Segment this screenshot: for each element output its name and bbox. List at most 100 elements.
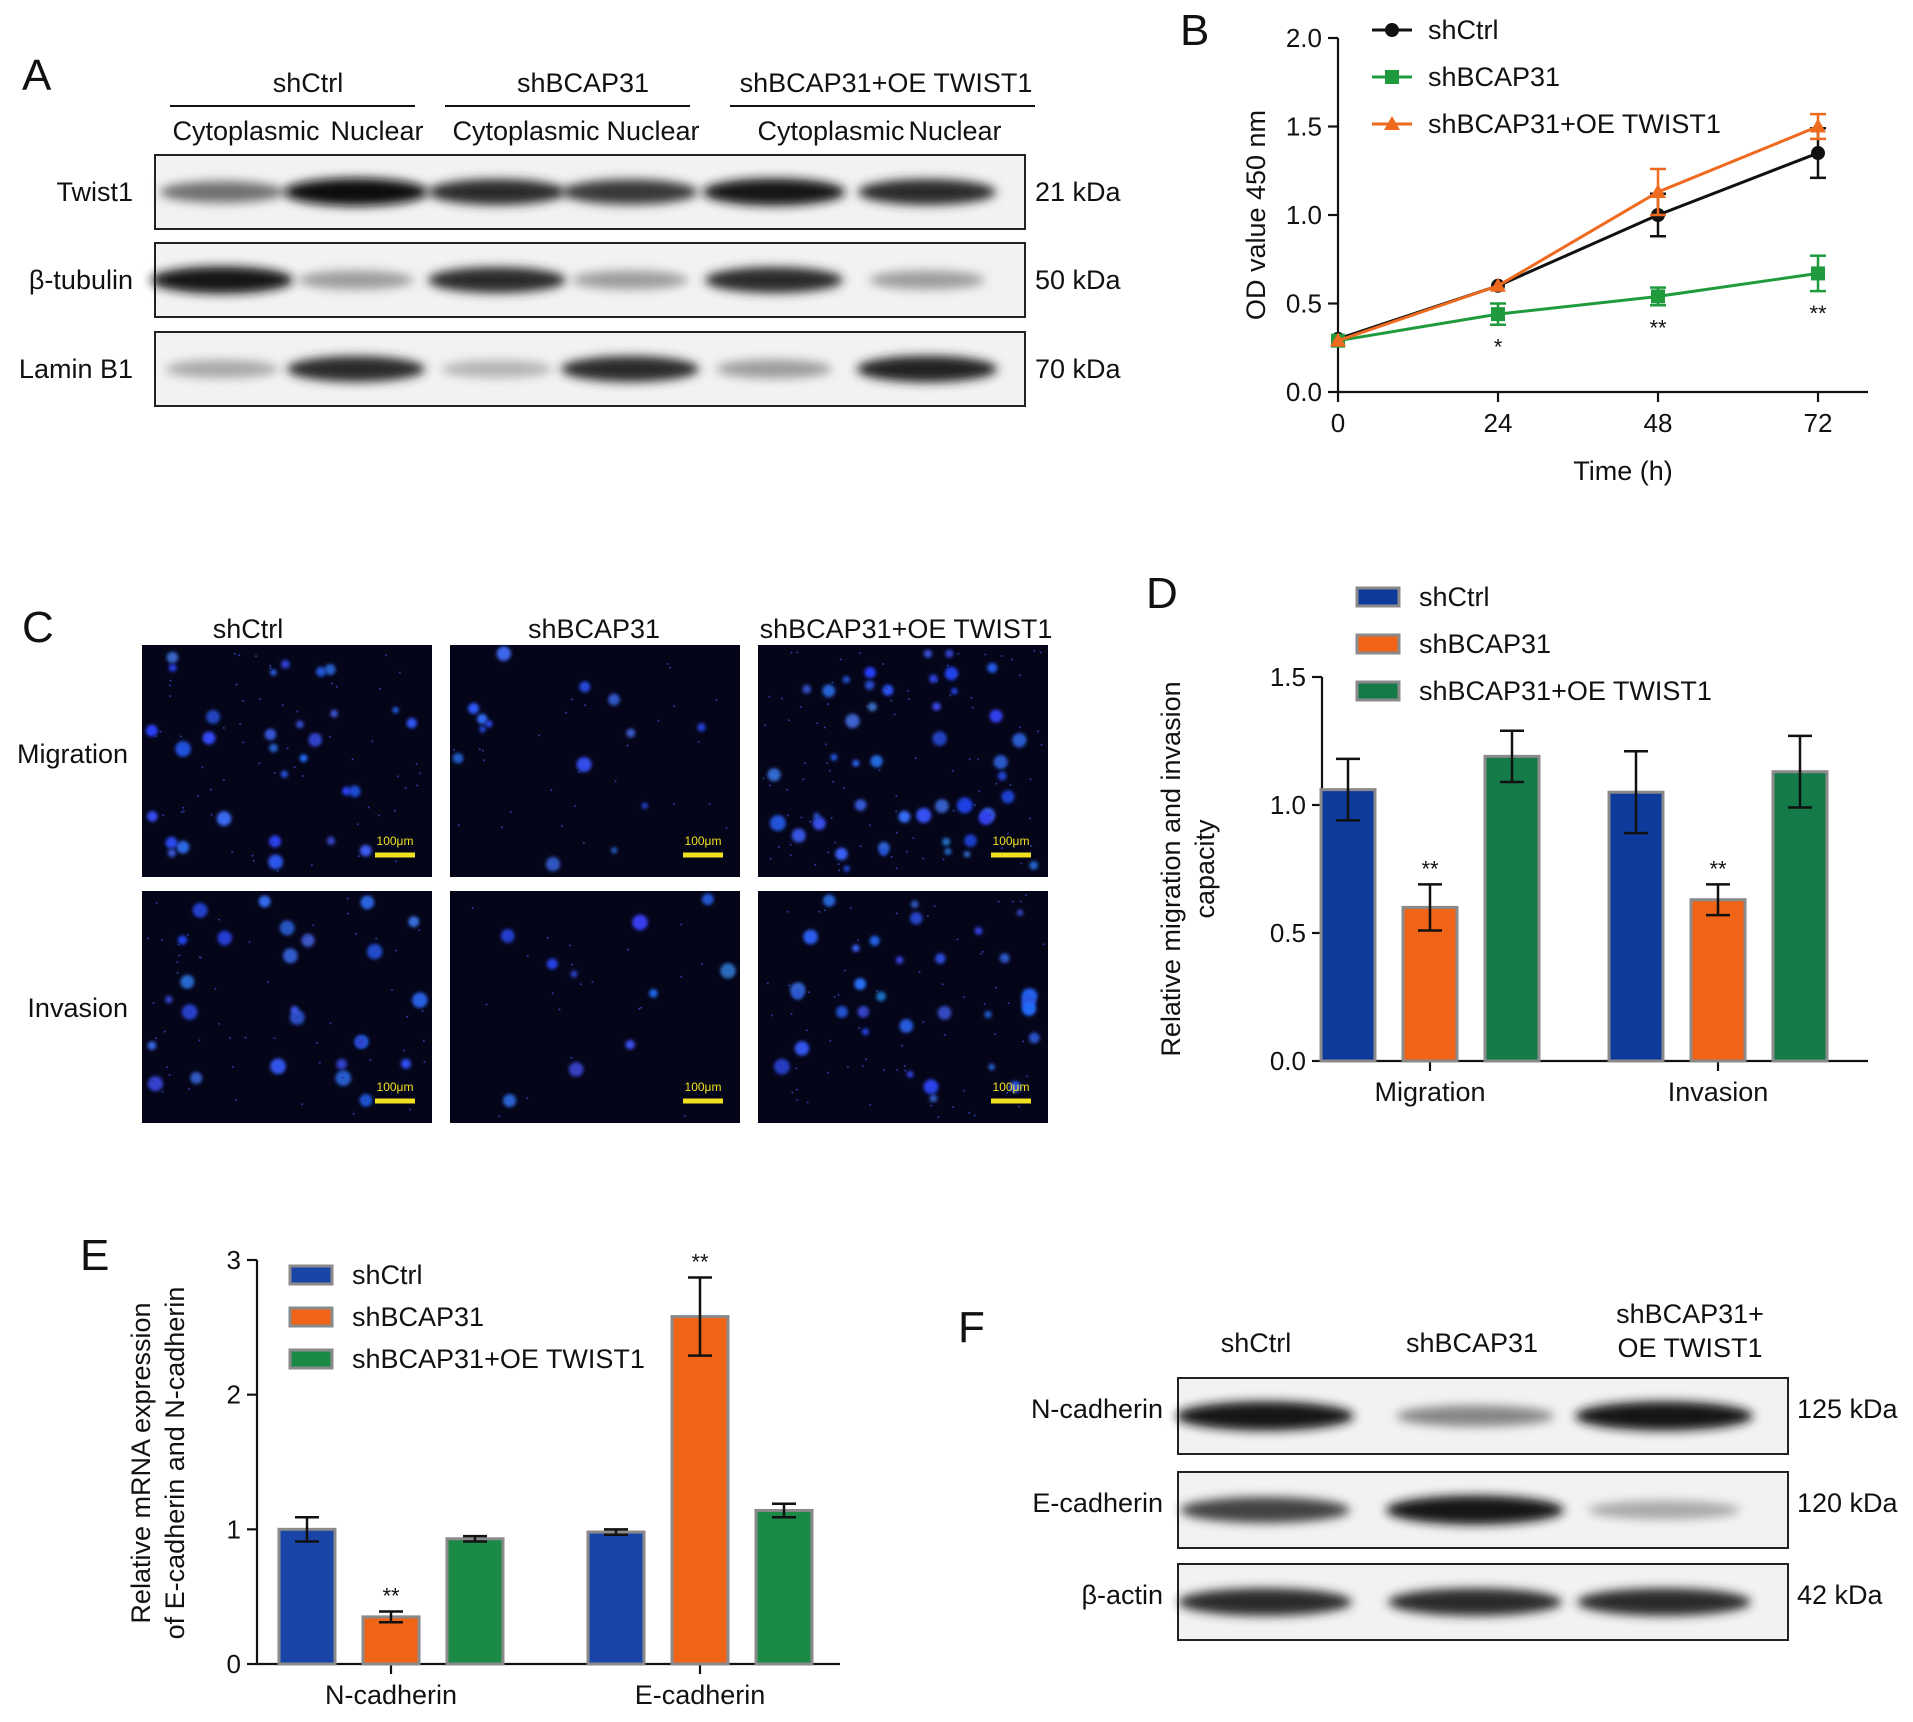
legend-label: shBCAP31	[1428, 62, 1560, 92]
cell-nucleus	[412, 992, 428, 1008]
debris-dot	[680, 975, 683, 978]
panel-c-letter: C	[22, 603, 54, 652]
debris-dot	[570, 1056, 573, 1059]
debris-dot	[983, 1003, 986, 1006]
debris-dot	[832, 780, 835, 783]
debris-dot	[577, 771, 580, 774]
cell-nucleus	[270, 669, 277, 676]
debris-dot	[579, 983, 582, 986]
debris-dot	[988, 819, 991, 822]
cell-nucleus	[845, 713, 860, 729]
y-axis-label: Relative migration and invasion	[1156, 681, 1186, 1056]
debris-dot	[371, 740, 374, 743]
cell-nucleus	[545, 857, 561, 872]
debris-dot	[858, 1027, 861, 1030]
debris-dot	[1007, 1002, 1010, 1005]
debris-dot	[258, 762, 261, 765]
cell-nucleus	[485, 720, 493, 728]
blot-band	[441, 360, 553, 378]
debris-dot	[259, 698, 262, 701]
cell-nucleus	[269, 743, 278, 753]
debris-dot	[457, 824, 460, 827]
debris-dot	[789, 843, 792, 846]
cell-nucleus	[500, 928, 515, 943]
debris-dot	[708, 802, 711, 805]
debris-dot	[859, 845, 862, 848]
bar	[361, 1615, 421, 1666]
y-tick-label: 0.5	[1270, 918, 1306, 948]
debris-dot	[770, 1014, 773, 1017]
debris-dot	[994, 986, 997, 989]
scale-bar-label: 100μm	[685, 1080, 722, 1094]
debris-dot	[978, 790, 981, 793]
debris-dot	[165, 1066, 168, 1069]
cell-nucleus	[165, 836, 178, 849]
debris-dot	[312, 924, 315, 927]
debris-dot	[849, 907, 852, 910]
debris-dot	[163, 1030, 166, 1033]
panel-b: B 0.0 0.5 1.0 1.5 2.0 0 24 48 72 Time (h) OD value…	[1180, 6, 1868, 486]
debris-dot	[422, 1039, 425, 1042]
debris-dot	[182, 810, 185, 813]
cell-nucleus	[268, 854, 284, 870]
y-axis-label: OD value 450 nm	[1241, 110, 1271, 320]
debris-dot	[405, 1015, 408, 1018]
debris-dot	[393, 809, 396, 812]
image-column-label: shBCAP31+OE TWIST1	[760, 614, 1053, 644]
debris-dot	[415, 763, 418, 766]
debris-dot	[952, 1106, 955, 1109]
legend-label: shCtrl	[1419, 582, 1490, 612]
blot-row-label: β-actin	[1081, 1580, 1163, 1610]
debris-dot	[922, 857, 925, 860]
debris-dot	[957, 652, 960, 655]
debris-dot	[715, 699, 718, 702]
cell-nucleus	[895, 956, 904, 964]
cell-nucleus	[937, 1006, 952, 1020]
debris-dot	[155, 1037, 158, 1040]
cell-nucleus	[360, 895, 375, 910]
fraction-label: Nuclear	[330, 116, 423, 146]
debris-dot	[196, 795, 199, 798]
debris-dot	[354, 932, 357, 935]
scale-bar-label: 100μm	[993, 1080, 1030, 1094]
series-line	[1337, 151, 1819, 341]
cell-nucleus	[791, 828, 806, 843]
debris-dot	[818, 910, 821, 913]
debris-dot	[937, 1116, 940, 1119]
x-tick-label: N-cadherin	[325, 1680, 457, 1710]
y-tick-label: 2	[227, 1380, 241, 1410]
debris-dot	[839, 658, 842, 661]
debris-dot	[222, 726, 225, 729]
debris-dot	[861, 1065, 864, 1068]
debris-dot	[273, 771, 276, 774]
debris-dot	[179, 735, 182, 738]
blot-band	[869, 270, 985, 290]
cell-nucleus	[568, 1062, 584, 1077]
debris-dot	[971, 706, 974, 709]
x-axis-label: Time (h)	[1573, 456, 1673, 486]
debris-dot	[222, 779, 225, 782]
bar	[1319, 788, 1377, 1063]
cell-nucleus	[916, 807, 932, 823]
debris-dot	[865, 1058, 868, 1061]
debris-dot	[842, 786, 845, 789]
debris-dot	[697, 740, 700, 743]
cell-nucleus	[830, 753, 838, 761]
cell-nucleus	[993, 755, 1008, 770]
debris-dot	[375, 937, 378, 940]
debris-dot	[1030, 844, 1033, 847]
blot-row-label: Lamin B1	[19, 354, 133, 384]
y-axis-label: of E-cadherin and N-cadherin	[160, 1287, 190, 1640]
debris-dot	[209, 788, 212, 791]
legend-swatch	[1355, 633, 1401, 655]
debris-dot	[233, 652, 236, 655]
blot-band	[1180, 1497, 1350, 1523]
blot-band	[283, 178, 429, 206]
debris-dot	[1024, 894, 1027, 897]
cell-nucleus	[942, 837, 951, 846]
series-line	[1337, 271, 1819, 343]
cell-nucleus	[1009, 1081, 1021, 1093]
debris-dot	[1019, 900, 1022, 903]
blot-band	[159, 181, 285, 203]
debris-dot	[478, 748, 481, 751]
